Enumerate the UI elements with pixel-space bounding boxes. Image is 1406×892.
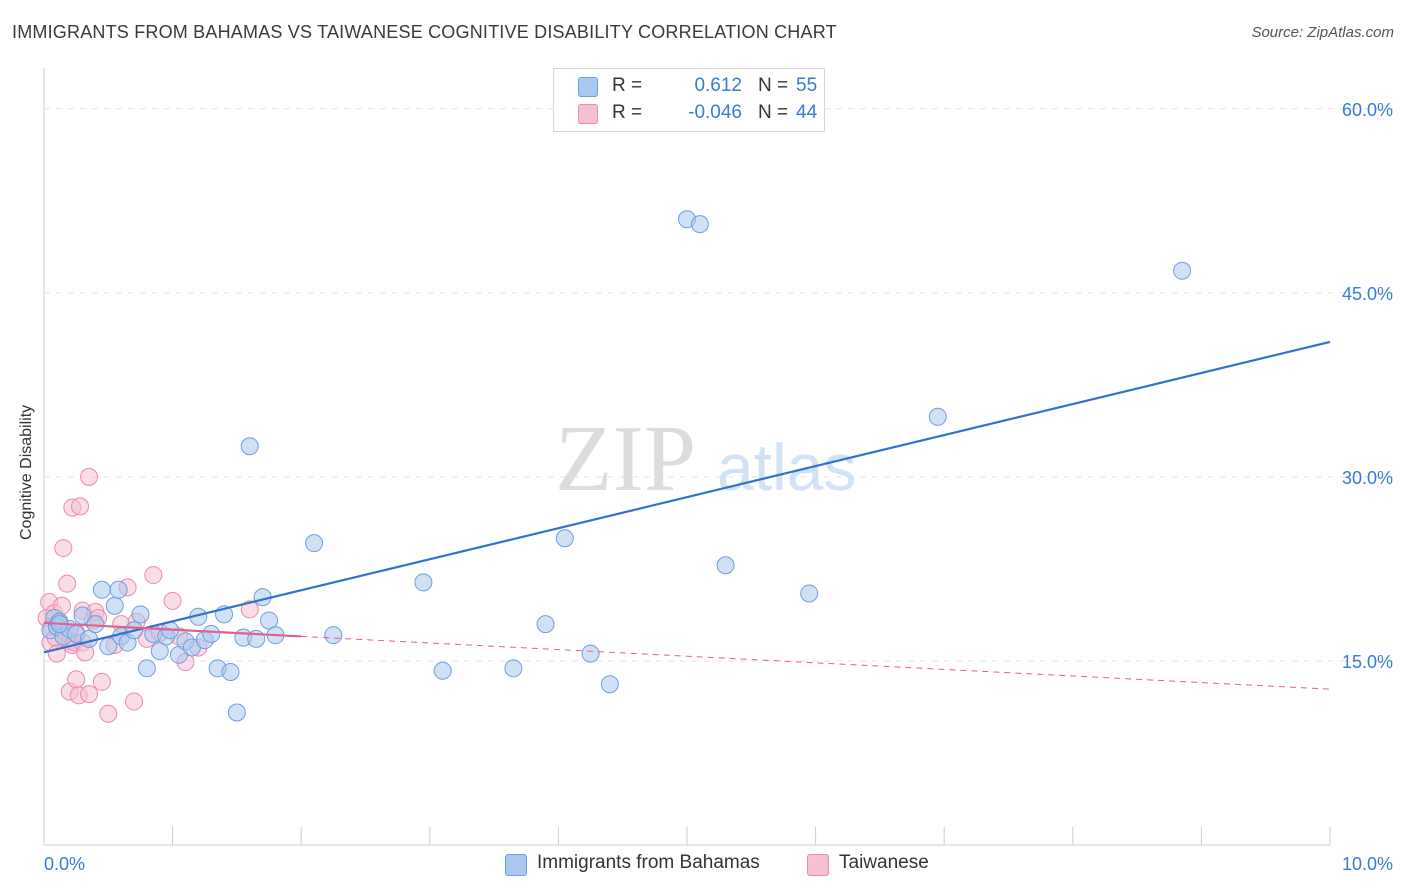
legend-swatch-pink <box>578 104 598 124</box>
bottom-legend-label: Taiwanese <box>839 852 929 873</box>
taiwanese-point <box>80 685 99 704</box>
bahamas-point <box>227 703 246 722</box>
bahamas-points <box>41 210 1192 722</box>
bottom-legend-swatch-pink <box>807 854 829 876</box>
stats-legend: R = 0.612 N = 55 R = -0.046 N = 44 <box>553 68 825 132</box>
legend-n-label: N = <box>758 102 789 123</box>
watermark-zip: ZIP <box>555 407 696 511</box>
y-tick-label: 15.0% <box>1342 652 1393 672</box>
legend-r-value: -0.046 <box>688 102 742 123</box>
legend-n-label: N = <box>758 75 789 96</box>
taiwanese-trend-line <box>43 621 302 638</box>
bahamas-point <box>324 626 343 645</box>
bahamas-point <box>202 624 221 643</box>
trend-lines <box>43 340 1331 690</box>
y-tick-label: 30.0% <box>1342 468 1393 488</box>
watermark: ZIP atlas <box>555 407 856 511</box>
gridlines <box>44 108 1393 662</box>
x-tick-label: 0.0% <box>44 854 85 874</box>
bahamas-point <box>105 596 124 615</box>
bahamas-point <box>581 644 600 663</box>
taiwanese-point <box>144 566 163 585</box>
tick-labels: 15.0% 30.0% 45.0% 60.0% 0.0% 10.0% <box>44 100 1393 874</box>
bahamas-point <box>305 534 324 553</box>
source-label: Source: ZipAtlas.com <box>1251 24 1394 41</box>
y-tick-label: 60.0% <box>1342 100 1393 120</box>
taiwanese-point <box>58 574 77 593</box>
bahamas-point <box>433 661 452 680</box>
taiwanese-point <box>80 467 99 486</box>
bahamas-point <box>109 580 128 599</box>
legend-swatch-blue <box>578 77 598 97</box>
bahamas-point <box>86 615 105 634</box>
bahamas-point <box>928 407 947 426</box>
bahamas-point <box>414 573 433 592</box>
taiwanese-point <box>67 670 86 689</box>
taiwanese-point <box>163 591 182 610</box>
taiwanese-point <box>92 672 111 691</box>
bahamas-point <box>1173 261 1192 280</box>
axes <box>43 68 1331 846</box>
bottom-legend-swatch-blue <box>505 854 527 876</box>
legend-n-value: 55 <box>796 75 818 96</box>
bahamas-point <box>716 556 735 575</box>
bahamas-point <box>504 659 523 678</box>
taiwanese-trend-extension <box>301 635 1331 690</box>
legend-r-value: 0.612 <box>694 75 742 96</box>
bahamas-point <box>555 529 574 548</box>
bahamas-point <box>221 662 240 681</box>
bahamas-point <box>131 605 150 624</box>
legend-r-label: R = <box>612 75 643 96</box>
legend-r-label: R = <box>612 102 643 123</box>
bahamas-point <box>800 584 819 603</box>
bahamas-point <box>690 215 709 234</box>
taiwanese-point <box>54 539 73 558</box>
bahamas-point <box>92 580 111 599</box>
taiwanese-points <box>37 467 259 723</box>
x-tick-label: 10.0% <box>1342 854 1393 874</box>
bahamas-point <box>536 615 555 634</box>
taiwanese-point <box>71 497 90 516</box>
watermark-atlas: atlas <box>717 430 856 504</box>
bottom-legend-label: Immigrants from Bahamas <box>537 852 760 873</box>
taiwanese-point <box>125 692 144 711</box>
bahamas-point <box>137 659 156 678</box>
legend-n-value: 44 <box>796 102 818 123</box>
bahamas-point <box>240 437 259 456</box>
bahamas-point <box>600 675 619 694</box>
y-tick-label: 45.0% <box>1342 284 1393 304</box>
bahamas-trend-line <box>43 340 1331 654</box>
taiwanese-point <box>99 704 118 723</box>
y-axis-label: Cognitive Disability <box>18 404 35 540</box>
chart-title: IMMIGRANTS FROM BAHAMAS VS TAIWANESE COG… <box>12 22 837 42</box>
taiwanese-point <box>240 600 259 619</box>
